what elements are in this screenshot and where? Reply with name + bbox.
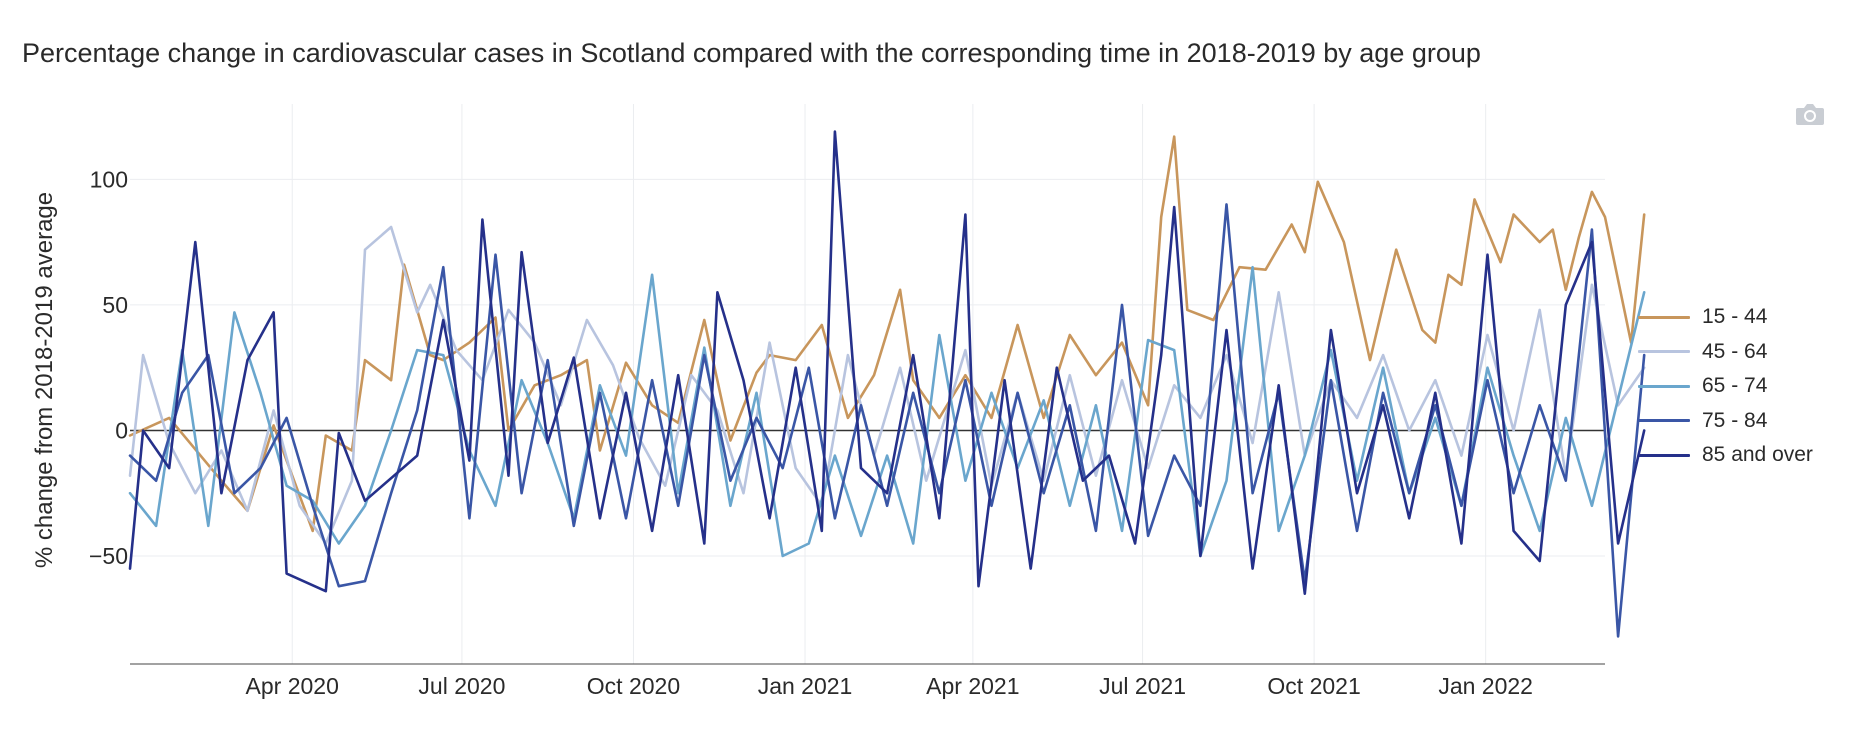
tick-labels: Apr 2020 Jul 2020 Oct 2020 Jan 2021 Apr 2021… — [89, 166, 1533, 699]
series-line-75-84 — [128, 203, 1646, 638]
y-tick-label: 50 — [102, 292, 128, 318]
series-line-85-and-over — [128, 130, 1646, 596]
legend-label: 45 - 64 — [1702, 339, 1768, 363]
x-tick-label: Apr 2020 — [246, 673, 339, 699]
chart-title: Percentage change in cardiovascular case… — [22, 38, 1481, 68]
x-tick-label: Oct 2021 — [1267, 673, 1360, 699]
legend-item[interactable]: 85 and over — [1638, 438, 1813, 473]
legend-item[interactable]: 45 - 64 — [1638, 335, 1813, 370]
grid-lines — [130, 104, 1605, 664]
y-axis-title: % change from 2018-2019 average — [31, 192, 58, 568]
legend: 15 - 44 45 - 64 65 - 74 75 - 84 85 and over — [1638, 300, 1813, 473]
y-tick-label: 100 — [90, 166, 128, 192]
series-line-15-44 — [128, 135, 1646, 533]
x-tick-label: Apr 2021 — [926, 673, 1019, 699]
camera-icon[interactable] — [1795, 101, 1825, 127]
x-tick-label: Jul 2020 — [418, 673, 505, 699]
legend-item[interactable]: 15 - 44 — [1638, 300, 1813, 335]
series-line-45-64 — [128, 225, 1646, 545]
x-tick-label: Oct 2020 — [587, 673, 680, 699]
series-lines — [128, 130, 1646, 638]
legend-swatch — [1638, 315, 1690, 319]
y-tick-label: −50 — [89, 543, 128, 569]
legend-swatch — [1638, 453, 1690, 457]
series-line-65-74 — [128, 265, 1646, 558]
x-tick-label: Jan 2022 — [1438, 673, 1533, 699]
legend-label: 65 - 74 — [1702, 374, 1768, 398]
legend-swatch — [1638, 350, 1690, 354]
y-tick-label: 0 — [115, 417, 128, 443]
legend-swatch — [1638, 384, 1690, 388]
x-tick-label: Jul 2021 — [1099, 673, 1186, 699]
x-tick-label: Jan 2021 — [758, 673, 853, 699]
legend-label: 15 - 44 — [1702, 305, 1768, 329]
legend-label: 75 - 84 — [1702, 408, 1768, 432]
legend-item[interactable]: 75 - 84 — [1638, 404, 1813, 439]
legend-label: 85 and over — [1702, 443, 1813, 467]
legend-item[interactable]: 65 - 74 — [1638, 369, 1813, 404]
legend-swatch — [1638, 419, 1690, 423]
